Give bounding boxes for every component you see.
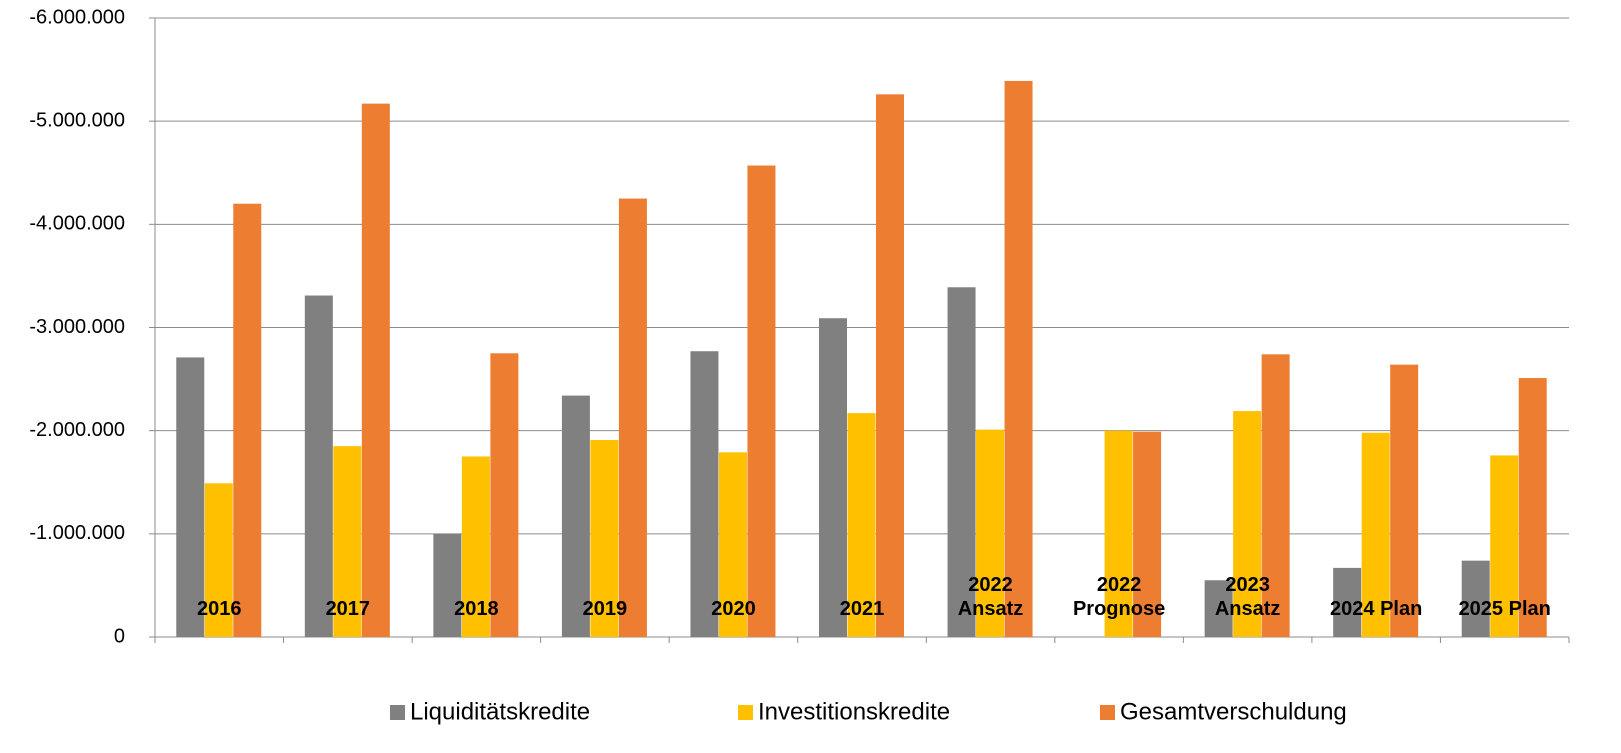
legend-label: Liquiditätskredite xyxy=(410,698,590,725)
bar xyxy=(1261,354,1290,637)
bar xyxy=(718,452,747,637)
bar xyxy=(461,456,490,637)
bar xyxy=(1233,411,1262,637)
x-tick-label: 2025 Plan xyxy=(1458,598,1551,620)
x-tick-label: 2018 xyxy=(454,598,499,620)
bar xyxy=(1004,80,1033,638)
legend-swatch xyxy=(390,705,405,720)
bar xyxy=(747,165,776,638)
y-tick-label: -4.000.000 xyxy=(29,213,125,235)
bar xyxy=(304,295,333,637)
bar xyxy=(176,357,205,637)
bar xyxy=(433,533,462,637)
bar xyxy=(1390,364,1419,637)
bar xyxy=(1104,430,1133,637)
bar xyxy=(1461,560,1490,637)
bar xyxy=(1518,378,1547,637)
legend-swatch xyxy=(738,705,753,720)
bar xyxy=(690,351,719,637)
bar xyxy=(333,446,362,637)
bar xyxy=(204,483,233,637)
x-tick-label: 2019 xyxy=(582,598,628,620)
bar xyxy=(1333,567,1362,637)
bar xyxy=(561,395,590,637)
bar xyxy=(490,353,519,637)
bar xyxy=(618,198,647,637)
y-tick-label: 0 xyxy=(114,625,125,647)
y-tick-label: -1.000.000 xyxy=(29,522,125,544)
bar xyxy=(1361,432,1390,637)
legend-swatch xyxy=(1100,705,1115,720)
bar xyxy=(976,429,1005,637)
bar xyxy=(233,203,262,637)
bar xyxy=(1133,431,1162,637)
x-tick-label: 2016 xyxy=(197,598,242,620)
bar xyxy=(361,103,390,637)
legend-label: Gesamtverschuldung xyxy=(1120,698,1347,725)
bar xyxy=(1204,580,1233,637)
x-tick-label: 2024 Plan xyxy=(1330,598,1423,620)
bar xyxy=(947,287,976,637)
x-tick-label: 2022 Ansatz xyxy=(957,574,1024,620)
x-tick-label: 2021 xyxy=(839,598,885,620)
bar xyxy=(590,439,619,637)
y-tick-label: -6.000.000 xyxy=(29,6,125,28)
x-tick-label: 2022 Prognose xyxy=(1072,574,1166,620)
y-tick-label: -2.000.000 xyxy=(29,419,125,441)
bar xyxy=(876,94,904,638)
bar xyxy=(1490,455,1519,637)
legend-label: Investitionskredite xyxy=(758,698,950,725)
bar xyxy=(819,318,847,637)
x-tick-label: 2023 Ansatz xyxy=(1214,574,1281,620)
x-tick-label: 2017 xyxy=(325,598,371,620)
y-tick-label: -5.000.000 xyxy=(29,109,125,131)
bar xyxy=(847,413,876,637)
x-tick-label: 2020 xyxy=(711,598,756,620)
y-tick-label: -3.000.000 xyxy=(29,316,125,338)
